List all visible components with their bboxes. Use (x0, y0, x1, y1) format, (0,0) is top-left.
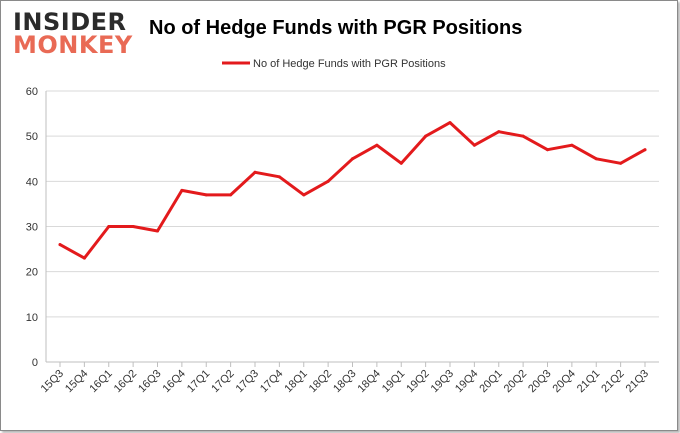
y-tick-label: 50 (26, 131, 38, 143)
x-tick-label: 16Q1 (87, 368, 115, 396)
x-tick-label: 18Q1 (282, 368, 310, 396)
series-lines (58, 121, 647, 260)
x-tick-label: 19Q1 (380, 368, 408, 396)
x-tick-label: 21Q3 (624, 368, 652, 396)
data-point (277, 175, 281, 179)
y-tick-label: 0 (32, 357, 38, 369)
data-point (594, 157, 598, 161)
x-tick-label: 15Q4 (63, 368, 91, 396)
x-tick-label: 17Q3 (234, 368, 262, 396)
data-point (180, 188, 184, 192)
data-point (107, 225, 111, 228)
data-point (253, 170, 257, 174)
x-tick-label: 20Q4 (550, 368, 578, 396)
x-tick-label: 19Q2 (404, 368, 432, 396)
legend: No of Hedge Funds with PGR Positions (222, 58, 446, 70)
data-point (497, 130, 501, 134)
data-point (375, 143, 379, 147)
chart-title: No of Hedge Funds with PGR Positions (149, 17, 523, 39)
x-tick-label: 16Q4 (160, 368, 188, 396)
logo-line-1: INSIDER (13, 8, 127, 36)
data-point (472, 143, 476, 147)
insider-monkey-logo: INSIDER MONKEY (13, 8, 133, 59)
x-tick-label: 20Q1 (477, 368, 505, 396)
logo-line-2: MONKEY (13, 31, 133, 59)
x-tick-label: 20Q3 (526, 368, 554, 396)
x-tick-label: 18Q3 (331, 368, 359, 396)
series-line-0 (58, 121, 647, 260)
data-point (424, 134, 428, 138)
legend-label: No of Hedge Funds with PGR Positions (253, 58, 446, 70)
data-point (156, 229, 159, 233)
data-point (326, 179, 330, 183)
x-tick-label: 15Q3 (39, 368, 67, 396)
data-point (619, 161, 623, 165)
x-tick-label: 21Q2 (599, 368, 627, 396)
data-point (521, 134, 525, 138)
x-tick-label: 21Q1 (575, 368, 603, 396)
data-point (399, 161, 403, 165)
y-tick-label: 60 (26, 86, 38, 98)
data-point (204, 193, 208, 197)
x-tick-label: 18Q2 (307, 368, 335, 396)
y-tick-label: 40 (26, 176, 38, 188)
x-tick-label: 18Q4 (355, 368, 383, 396)
x-tick-label: 19Q3 (429, 368, 457, 396)
y-tick-label: 10 (26, 312, 38, 324)
x-tick-label: 17Q1 (185, 368, 213, 396)
x-tick-label: 20Q2 (502, 368, 530, 396)
y-tick-label: 30 (26, 222, 38, 234)
y-axis-ticks: 0 10 20 30 40 50 60 (26, 86, 38, 369)
x-tick-label: 16Q3 (136, 368, 164, 396)
data-point (82, 256, 86, 260)
data-point (643, 148, 647, 152)
data-point (448, 121, 452, 125)
x-axis-ticks: 15Q315Q416Q116Q216Q316Q417Q117Q217Q317Q4… (39, 362, 652, 396)
data-point (229, 193, 233, 197)
gridlines (46, 90, 659, 318)
x-tick-label: 17Q4 (258, 368, 286, 396)
data-point (546, 148, 549, 152)
x-tick-label: 19Q4 (453, 368, 481, 396)
x-tick-label: 17Q2 (209, 368, 237, 396)
x-tick-label: 16Q2 (112, 368, 140, 396)
data-point (351, 157, 354, 161)
data-point (302, 193, 306, 197)
data-point (570, 143, 574, 147)
data-point (131, 225, 135, 228)
data-point (58, 243, 62, 247)
y-tick-label: 20 (26, 267, 38, 279)
